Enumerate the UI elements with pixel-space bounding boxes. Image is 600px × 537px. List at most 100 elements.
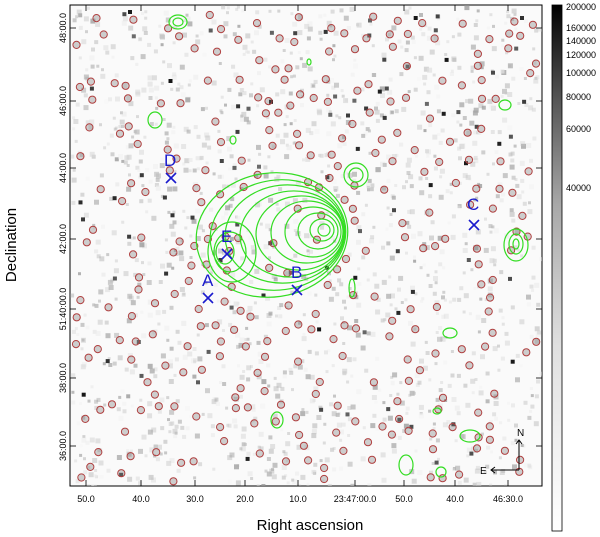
- source-circle: [274, 108, 283, 117]
- noise-pixel: [105, 333, 111, 339]
- noise-pixel: [245, 33, 251, 39]
- bright-pixel: [139, 373, 144, 378]
- noise-pixel: [253, 416, 258, 421]
- noise-pixel: [193, 125, 198, 130]
- noise-pixel: [227, 87, 232, 92]
- noise-pixel: [314, 129, 320, 135]
- noise-pixel: [444, 53, 448, 56]
- bright-pixel: [208, 28, 213, 33]
- noise-pixel: [75, 15, 79, 19]
- noise-pixel: [312, 470, 317, 475]
- noise-pixel: [403, 423, 409, 429]
- noise-pixel: [408, 174, 414, 180]
- noise-pixel: [459, 286, 464, 291]
- source-circle: [152, 448, 161, 457]
- noise-pixel: [290, 290, 295, 295]
- noise-pixel: [360, 121, 365, 126]
- noise-pixel: [391, 448, 397, 454]
- noise-pixel: [442, 266, 446, 270]
- noise-pixel: [280, 139, 285, 145]
- noise-pixel: [390, 375, 394, 379]
- noise-pixel: [220, 95, 224, 99]
- noise-pixel: [242, 91, 247, 96]
- noise-pixel: [391, 443, 397, 449]
- source-circle: [81, 414, 90, 423]
- noise-pixel: [380, 92, 385, 98]
- noise-pixel: [514, 423, 518, 428]
- noise-pixel: [470, 44, 476, 50]
- bright-pixel: [520, 16, 524, 20]
- noise-pixel: [138, 159, 143, 164]
- noise-pixel: [266, 471, 272, 477]
- noise-pixel: [437, 235, 443, 241]
- noise-pixel: [428, 123, 433, 128]
- noise-pixel: [369, 22, 373, 26]
- source-circle: [170, 289, 179, 299]
- noise-pixel: [204, 281, 208, 285]
- source-circle: [387, 430, 396, 439]
- noise-pixel: [500, 69, 505, 74]
- noise-pixel: [501, 38, 505, 42]
- noise-pixel: [92, 329, 97, 334]
- noise-pixel: [466, 130, 472, 136]
- source-circle: [115, 129, 125, 138]
- noise-pixel: [434, 362, 438, 366]
- east-source-contour: [512, 238, 520, 250]
- source-circle: [388, 157, 397, 166]
- bright-pixel: [196, 380, 200, 385]
- bright-pixel: [433, 28, 438, 33]
- noise-pixel: [85, 440, 90, 445]
- bright-pixel: [128, 10, 132, 14]
- noise-pixel: [356, 22, 362, 28]
- source-circle: [418, 19, 427, 28]
- noise-pixel: [157, 444, 162, 450]
- noise-pixel: [395, 153, 399, 157]
- small-contour: [229, 135, 237, 145]
- noise-pixel: [463, 477, 469, 483]
- noise-pixel: [148, 474, 154, 480]
- noise-pixel: [492, 258, 497, 263]
- noise-pixel: [283, 451, 288, 456]
- noise-pixel: [292, 141, 296, 145]
- noise-pixel: [457, 146, 462, 151]
- noise-pixel: [354, 319, 359, 323]
- noise-pixel: [134, 258, 139, 263]
- noise-pixel: [370, 183, 375, 188]
- noise-pixel: [122, 409, 127, 414]
- noise-pixel: [205, 161, 209, 165]
- noise-pixel: [252, 452, 256, 456]
- noise-pixel: [78, 272, 81, 276]
- noise-pixel: [144, 10, 148, 14]
- noise-pixel: [323, 422, 327, 426]
- source-circle: [430, 34, 439, 43]
- noise-pixel: [529, 409, 533, 413]
- east-label: E: [480, 466, 487, 477]
- noise-pixel: [251, 407, 256, 412]
- noise-pixel: [435, 311, 439, 315]
- noise-pixel: [241, 111, 247, 117]
- noise-pixel: [201, 229, 205, 233]
- noise-pixel: [402, 429, 407, 433]
- noise-pixel: [330, 236, 335, 241]
- noise-pixel: [463, 383, 468, 388]
- noise-pixel: [268, 9, 272, 13]
- noise-pixel: [221, 364, 226, 369]
- noise-pixel: [421, 32, 426, 37]
- noise-pixel: [271, 474, 277, 480]
- noise-pixel: [246, 365, 252, 371]
- noise-pixel: [417, 76, 421, 81]
- source-circle: [93, 345, 102, 354]
- north-source-contour: [343, 162, 369, 188]
- source-circle: [441, 234, 450, 243]
- noise-pixel: [473, 155, 478, 160]
- noise-pixel: [478, 390, 484, 396]
- source-circle: [388, 316, 397, 325]
- noise-pixel: [126, 451, 132, 457]
- noise-pixel: [419, 190, 425, 196]
- noise-pixel: [347, 406, 352, 410]
- bright-pixel: [235, 129, 240, 134]
- noise-pixel: [397, 435, 402, 440]
- noise-pixel: [293, 364, 298, 369]
- noise-pixel: [305, 156, 311, 162]
- noise-pixel: [105, 50, 110, 55]
